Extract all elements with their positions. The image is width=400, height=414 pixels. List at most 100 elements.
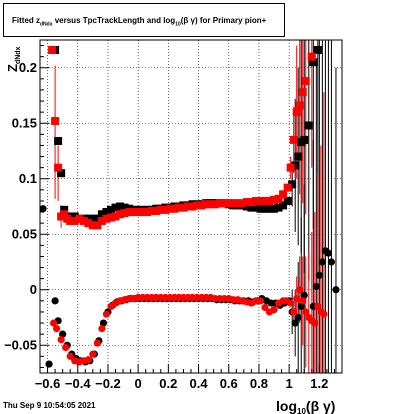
grid — [40, 40, 342, 373]
title-box: Fitted zdNdx versus TpcTrackLength and l… — [3, 3, 285, 37]
chart-title: Fitted zdNdx versus TpcTrackLength and l… — [12, 16, 267, 28]
square-marker — [120, 203, 129, 212]
square-marker — [270, 204, 279, 213]
square-marker — [93, 221, 102, 230]
square-marker — [88, 221, 97, 230]
square-marker — [174, 203, 183, 212]
square-marker — [106, 205, 115, 214]
circle-marker — [312, 282, 320, 291]
square-marker — [51, 117, 60, 126]
square-marker — [197, 201, 206, 210]
square-marker — [97, 210, 106, 219]
square-marker — [57, 169, 66, 178]
square-marker — [265, 196, 274, 205]
square-marker — [143, 208, 152, 217]
circle-marker — [99, 319, 108, 327]
x-tick-label: −0.2 — [95, 376, 121, 391]
circle-marker — [57, 336, 65, 344]
square-marker — [274, 203, 283, 212]
x-tick-label: 0.8 — [250, 376, 268, 391]
circle-marker — [290, 308, 298, 316]
square-marker — [170, 204, 179, 213]
x-tick-label: 1.2 — [310, 376, 328, 391]
circle-marker — [39, 205, 47, 213]
square-marker — [116, 210, 125, 219]
square-marker — [283, 196, 292, 205]
y-tick-label: 0.05 — [12, 226, 37, 241]
circle-marker — [98, 325, 106, 333]
circle-marker — [49, 319, 58, 327]
data-markers — [39, 45, 340, 368]
square-marker — [70, 212, 79, 221]
y-tick-label: 0 — [30, 282, 37, 297]
square-marker — [295, 101, 304, 110]
square-marker — [60, 205, 69, 214]
square-marker — [211, 200, 220, 209]
circle-marker — [318, 258, 326, 266]
square-marker — [188, 202, 197, 211]
circle-marker — [270, 306, 278, 314]
square-marker — [54, 137, 63, 146]
square-marker — [291, 161, 300, 170]
square-marker — [224, 199, 233, 208]
square-marker — [313, 45, 322, 54]
circle-marker — [324, 249, 333, 257]
square-marker — [220, 199, 229, 208]
circle-marker — [45, 360, 53, 368]
circle-marker — [59, 330, 67, 338]
circle-marker — [302, 308, 310, 316]
square-marker — [279, 201, 288, 210]
square-marker — [93, 214, 102, 223]
circle-marker — [294, 313, 302, 322]
square-marker — [66, 216, 75, 225]
square-marker — [134, 208, 143, 217]
square-marker — [307, 52, 316, 61]
square-marker — [283, 183, 292, 192]
circle-marker — [53, 325, 61, 333]
square-marker — [129, 208, 138, 217]
x-axis-label: log10(β γ) — [276, 398, 335, 414]
square-marker — [161, 205, 170, 214]
circle-marker — [51, 297, 59, 305]
square-marker — [102, 214, 111, 223]
square-marker — [286, 163, 295, 172]
square-marker — [304, 121, 313, 130]
square-marker — [152, 206, 161, 215]
y-tick-label: 0.1 — [19, 171, 37, 186]
square-marker — [265, 204, 274, 213]
circle-marker — [311, 319, 319, 327]
circle-marker — [93, 339, 101, 347]
square-marker — [294, 152, 303, 161]
circle-marker — [261, 303, 269, 312]
circle-marker — [291, 319, 299, 327]
square-marker — [84, 214, 93, 223]
circle-marker — [84, 356, 92, 364]
square-marker — [260, 204, 269, 213]
square-marker — [202, 200, 211, 209]
y-tick-label: 0.15 — [12, 115, 37, 130]
error-bars — [54, 40, 337, 373]
square-marker — [60, 210, 69, 219]
square-marker — [106, 213, 115, 222]
square-marker — [298, 88, 307, 97]
square-marker — [138, 208, 147, 217]
square-marker — [75, 214, 84, 223]
circle-marker — [320, 310, 328, 318]
square-marker — [206, 200, 215, 209]
square-marker — [215, 199, 224, 208]
square-marker — [111, 203, 120, 212]
square-marker — [256, 196, 265, 205]
circle-marker — [300, 291, 308, 299]
x-tick-label: 0 — [135, 376, 142, 391]
circle-marker — [89, 350, 97, 358]
square-marker — [233, 199, 242, 208]
square-marker — [238, 199, 247, 208]
x-tick-label: −0.6 — [35, 376, 61, 391]
circle-marker — [102, 310, 111, 318]
square-marker — [301, 77, 310, 86]
circle-marker — [314, 302, 322, 310]
circle-marker — [66, 352, 74, 360]
x-tick-label: −0.4 — [65, 376, 91, 391]
square-marker — [84, 219, 93, 228]
